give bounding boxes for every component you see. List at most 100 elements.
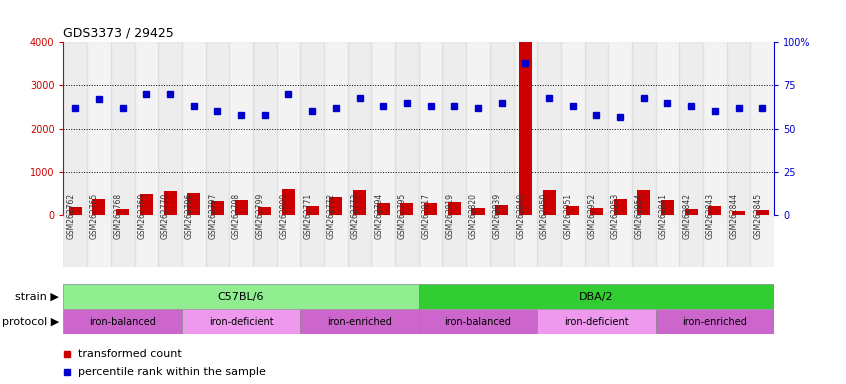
Text: GSM262798: GSM262798 — [232, 193, 241, 239]
Bar — [490, 42, 514, 215]
Text: iron-balanced: iron-balanced — [444, 316, 512, 327]
Bar — [111, 215, 135, 267]
Text: GSM262951: GSM262951 — [563, 193, 573, 239]
Bar — [708, 206, 722, 215]
Text: iron-balanced: iron-balanced — [89, 316, 157, 327]
Bar — [253, 42, 277, 215]
Text: DBA/2: DBA/2 — [580, 291, 613, 302]
Text: GSM262799: GSM262799 — [255, 193, 265, 239]
Bar — [755, 210, 769, 215]
Bar — [632, 42, 656, 215]
Text: GSM262772: GSM262772 — [327, 193, 336, 239]
Bar — [63, 215, 87, 267]
Bar — [424, 202, 437, 215]
Bar — [656, 42, 679, 215]
Text: GSM262839: GSM262839 — [492, 193, 502, 239]
Bar — [63, 42, 87, 215]
Bar — [466, 42, 490, 215]
Bar — [182, 215, 206, 267]
Bar — [448, 202, 461, 215]
Text: C57BL/6: C57BL/6 — [218, 291, 264, 302]
Bar — [140, 194, 153, 215]
Bar — [329, 197, 343, 215]
Bar — [661, 200, 674, 215]
Bar — [282, 189, 295, 215]
Bar — [277, 215, 300, 267]
Bar — [300, 42, 324, 215]
Text: GSM262840: GSM262840 — [516, 193, 525, 239]
Bar — [703, 42, 727, 215]
Bar — [419, 284, 774, 309]
Bar — [116, 209, 129, 215]
Bar — [111, 42, 135, 215]
Text: GSM262844: GSM262844 — [729, 193, 739, 239]
Text: GSM262796: GSM262796 — [184, 193, 194, 239]
Bar — [537, 215, 561, 267]
Bar — [92, 199, 106, 215]
Bar — [684, 209, 698, 215]
Bar — [419, 42, 442, 215]
Text: GSM262765: GSM262765 — [90, 193, 99, 239]
Bar — [376, 203, 390, 215]
Bar — [182, 42, 206, 215]
Bar — [495, 205, 508, 215]
Bar — [750, 215, 774, 267]
Text: GSM262820: GSM262820 — [469, 193, 478, 239]
Bar — [206, 215, 229, 267]
Bar — [63, 309, 182, 334]
Text: GSM262768: GSM262768 — [113, 193, 123, 239]
Bar — [514, 42, 537, 215]
Bar — [566, 207, 580, 215]
Bar — [419, 215, 442, 267]
Text: GSM262795: GSM262795 — [398, 193, 407, 239]
Text: iron-deficient: iron-deficient — [209, 316, 273, 327]
Text: GSM262800: GSM262800 — [279, 193, 288, 239]
Bar — [519, 42, 532, 215]
Text: iron-enriched: iron-enriched — [327, 316, 392, 327]
Text: GSM262762: GSM262762 — [66, 193, 75, 239]
Bar — [87, 215, 111, 267]
Bar — [561, 215, 585, 267]
Bar — [585, 42, 608, 215]
Text: GSM262773: GSM262773 — [350, 193, 360, 239]
Bar — [732, 211, 745, 215]
Text: GSM262953: GSM262953 — [611, 193, 620, 239]
Bar — [727, 215, 750, 267]
Bar — [727, 42, 750, 215]
Bar — [229, 215, 253, 267]
Text: GSM262954: GSM262954 — [634, 193, 644, 239]
Text: percentile rank within the sample: percentile rank within the sample — [78, 366, 266, 377]
Bar — [679, 215, 703, 267]
Bar — [158, 215, 182, 267]
Text: strain ▶: strain ▶ — [15, 291, 59, 302]
Text: GSM262845: GSM262845 — [753, 193, 762, 239]
Bar — [471, 208, 485, 215]
Bar — [163, 191, 177, 215]
Bar — [632, 215, 656, 267]
Text: GSM262842: GSM262842 — [682, 193, 691, 239]
Text: transformed count: transformed count — [78, 349, 181, 359]
Bar — [229, 42, 253, 215]
Bar — [305, 207, 319, 215]
Bar — [324, 42, 348, 215]
Bar — [395, 42, 419, 215]
Bar — [656, 309, 774, 334]
Text: GSM262769: GSM262769 — [137, 193, 146, 239]
Bar — [608, 215, 632, 267]
Bar — [442, 215, 466, 267]
Bar — [348, 215, 371, 267]
Text: GSM262843: GSM262843 — [706, 193, 715, 239]
Bar — [182, 309, 300, 334]
Bar — [211, 201, 224, 215]
Bar — [537, 309, 656, 334]
Bar — [135, 215, 158, 267]
Bar — [324, 215, 348, 267]
Bar — [542, 190, 556, 215]
Bar — [561, 42, 585, 215]
Bar — [300, 215, 324, 267]
Text: iron-deficient: iron-deficient — [564, 316, 629, 327]
Bar — [442, 42, 466, 215]
Bar — [253, 215, 277, 267]
Text: GSM262797: GSM262797 — [208, 193, 217, 239]
Bar — [514, 215, 537, 267]
